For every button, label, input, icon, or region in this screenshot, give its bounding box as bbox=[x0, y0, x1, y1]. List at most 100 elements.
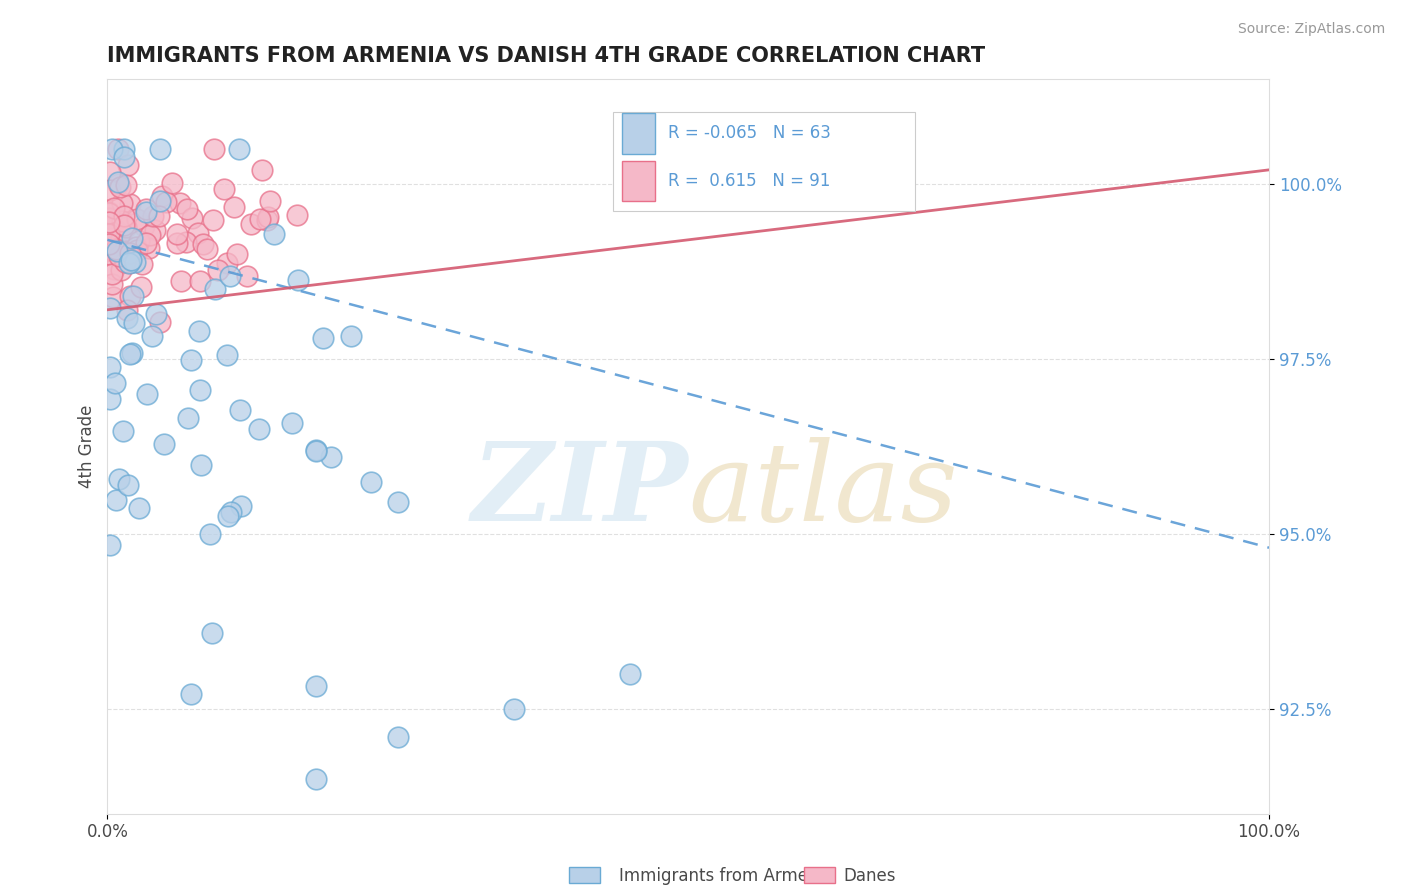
Point bbox=[187, 324, 209, 338]
Point bbox=[360, 475, 382, 489]
Point bbox=[105, 237, 128, 252]
Point bbox=[122, 289, 145, 303]
Point bbox=[98, 392, 121, 407]
Point bbox=[180, 353, 202, 368]
Point bbox=[187, 226, 209, 240]
Point bbox=[180, 687, 202, 701]
Point bbox=[100, 244, 122, 258]
Point bbox=[247, 422, 270, 436]
Text: R =  0.615   N = 91: R = 0.615 N = 91 bbox=[668, 172, 831, 190]
Text: IMMIGRANTS FROM ARMENIA VS DANISH 4TH GRADE CORRELATION CHART: IMMIGRANTS FROM ARMENIA VS DANISH 4TH GR… bbox=[107, 46, 986, 66]
Point bbox=[108, 180, 131, 194]
Point bbox=[125, 240, 148, 254]
Point bbox=[250, 162, 273, 177]
Point bbox=[107, 178, 129, 192]
Point bbox=[115, 220, 138, 235]
Point bbox=[134, 219, 156, 234]
Point bbox=[145, 307, 167, 321]
Point bbox=[97, 219, 120, 234]
Point bbox=[135, 235, 157, 250]
Point bbox=[139, 227, 162, 242]
Point bbox=[201, 625, 224, 640]
Point bbox=[118, 289, 141, 303]
Point bbox=[120, 253, 142, 268]
Point bbox=[285, 208, 308, 222]
Point bbox=[219, 506, 242, 520]
Point bbox=[112, 218, 135, 232]
Point bbox=[114, 255, 136, 269]
Point bbox=[229, 402, 252, 417]
FancyBboxPatch shape bbox=[613, 112, 915, 211]
Point bbox=[125, 211, 148, 226]
Point bbox=[190, 458, 212, 472]
Point bbox=[97, 211, 120, 226]
Point bbox=[117, 157, 139, 171]
Point bbox=[101, 228, 124, 243]
Point bbox=[195, 242, 218, 256]
Point bbox=[280, 416, 302, 430]
Point bbox=[104, 376, 127, 391]
Text: Danes: Danes bbox=[844, 867, 896, 885]
Point bbox=[118, 246, 141, 260]
Point bbox=[198, 526, 221, 541]
Point bbox=[311, 331, 333, 345]
Point bbox=[111, 213, 134, 227]
Point bbox=[149, 194, 172, 209]
Point bbox=[176, 410, 198, 425]
Point bbox=[117, 311, 139, 326]
Point bbox=[121, 345, 143, 359]
Point bbox=[217, 509, 239, 524]
Point bbox=[97, 206, 120, 220]
Point bbox=[118, 196, 141, 211]
Point bbox=[98, 247, 121, 261]
Text: atlas: atlas bbox=[688, 436, 957, 544]
Y-axis label: 4th Grade: 4th Grade bbox=[79, 405, 96, 488]
Point bbox=[98, 164, 121, 178]
Point bbox=[150, 188, 173, 202]
Point bbox=[138, 241, 160, 255]
Point bbox=[166, 235, 188, 250]
Point bbox=[339, 328, 361, 343]
Point bbox=[104, 492, 127, 507]
Point bbox=[131, 257, 153, 271]
Point bbox=[305, 679, 328, 693]
Point bbox=[188, 274, 211, 288]
Point bbox=[319, 450, 342, 464]
Point bbox=[98, 359, 121, 374]
Point bbox=[101, 289, 124, 303]
Point bbox=[207, 262, 229, 277]
Point bbox=[180, 211, 202, 226]
Point bbox=[160, 176, 183, 190]
Point bbox=[110, 231, 132, 245]
Point bbox=[103, 201, 125, 215]
Point bbox=[249, 211, 271, 226]
Point bbox=[135, 205, 157, 219]
Point bbox=[101, 142, 124, 156]
Text: R = -0.065   N = 63: R = -0.065 N = 63 bbox=[668, 124, 831, 143]
Point bbox=[136, 386, 159, 401]
Point bbox=[135, 202, 157, 216]
Point bbox=[124, 255, 146, 269]
Text: Source: ZipAtlas.com: Source: ZipAtlas.com bbox=[1237, 22, 1385, 37]
Point bbox=[305, 772, 328, 786]
Point bbox=[110, 231, 132, 245]
Point bbox=[103, 221, 125, 235]
Point bbox=[98, 183, 121, 197]
Point bbox=[256, 213, 278, 227]
Point bbox=[98, 301, 121, 315]
Point bbox=[127, 244, 149, 258]
Point bbox=[101, 277, 124, 291]
Point bbox=[97, 237, 120, 252]
Point bbox=[229, 499, 252, 513]
Point bbox=[387, 730, 409, 744]
Point bbox=[118, 256, 141, 270]
FancyBboxPatch shape bbox=[621, 161, 655, 202]
Point bbox=[98, 538, 121, 552]
Point bbox=[169, 196, 191, 211]
Point bbox=[217, 348, 239, 362]
Point bbox=[224, 200, 246, 214]
Point bbox=[108, 249, 131, 263]
Point bbox=[166, 227, 188, 241]
Point bbox=[112, 150, 135, 164]
Point bbox=[117, 478, 139, 492]
